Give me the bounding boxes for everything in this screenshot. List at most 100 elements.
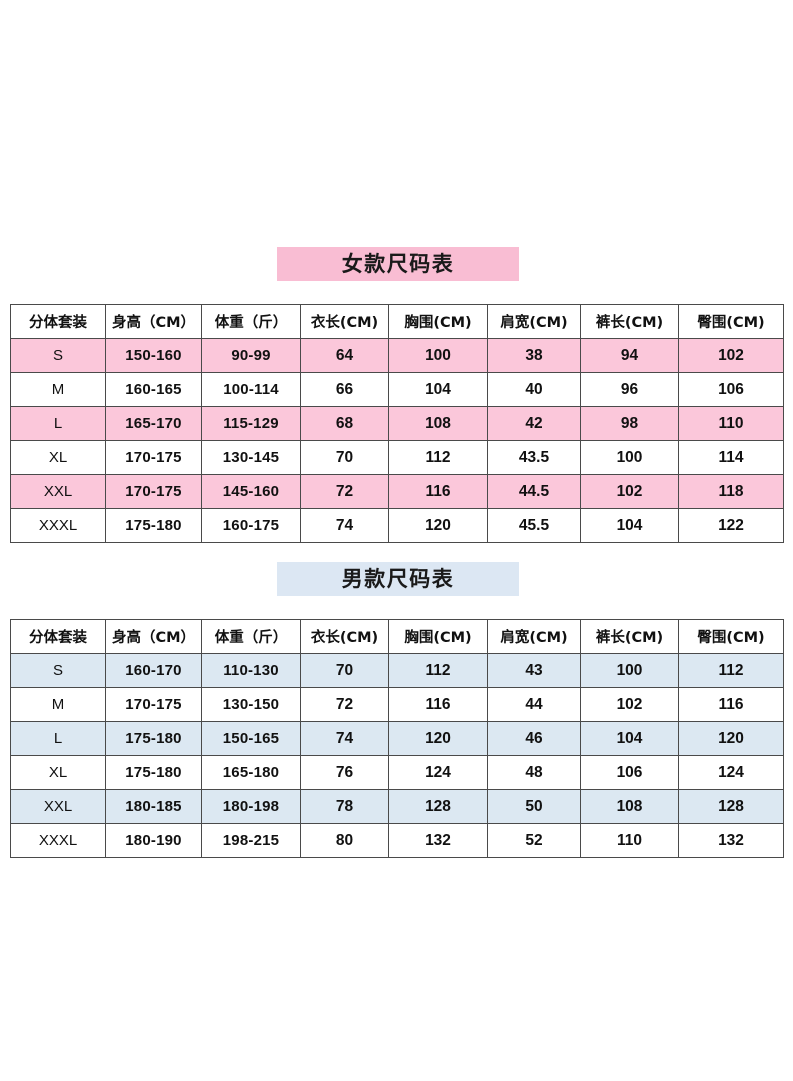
cell-size: XL bbox=[10, 440, 106, 475]
men-section-title-banner: 男款尺码表 bbox=[277, 562, 519, 596]
cell-size: XL bbox=[10, 755, 106, 790]
cell-shoulder: 44 bbox=[487, 687, 581, 722]
table-row: S 160-170 110-130 70 112 43 100 112 bbox=[10, 653, 784, 688]
column-header-shoulder: 肩宽(CM) bbox=[487, 619, 581, 654]
cell-bust: 132 bbox=[388, 823, 488, 858]
cell-weight: 150-165 bbox=[201, 721, 301, 756]
cell-weight: 130-145 bbox=[201, 440, 301, 475]
cell-hip: 112 bbox=[678, 653, 784, 688]
table-header-row: 分体套装 身高（CM） 体重（斤） 衣长(CM) 胸围(CM) 肩宽(CM) 裤… bbox=[10, 304, 784, 339]
cell-top-length: 72 bbox=[300, 687, 389, 722]
cell-shoulder: 40 bbox=[487, 372, 581, 407]
cell-height: 175-180 bbox=[105, 721, 202, 756]
women-section-title-label: 女款尺码表 bbox=[341, 251, 455, 276]
cell-size: S bbox=[10, 338, 106, 373]
cell-hip: 102 bbox=[678, 338, 784, 373]
cell-shoulder: 52 bbox=[487, 823, 581, 858]
cell-bust: 108 bbox=[388, 406, 488, 441]
cell-pant-length: 104 bbox=[580, 721, 679, 756]
cell-bust: 104 bbox=[388, 372, 488, 407]
cell-weight: 110-130 bbox=[201, 653, 301, 688]
cell-size: XXL bbox=[10, 474, 106, 509]
cell-weight: 165-180 bbox=[201, 755, 301, 790]
column-header-shoulder: 肩宽(CM) bbox=[487, 304, 581, 339]
cell-hip: 116 bbox=[678, 687, 784, 722]
cell-height: 150-160 bbox=[105, 338, 202, 373]
cell-shoulder: 43.5 bbox=[487, 440, 581, 475]
cell-shoulder: 44.5 bbox=[487, 474, 581, 509]
table-row: M 170-175 130-150 72 116 44 102 116 bbox=[10, 687, 784, 722]
cell-shoulder: 50 bbox=[487, 789, 581, 824]
cell-weight: 145-160 bbox=[201, 474, 301, 509]
cell-shoulder: 46 bbox=[487, 721, 581, 756]
cell-pant-length: 102 bbox=[580, 474, 679, 509]
cell-top-length: 80 bbox=[300, 823, 389, 858]
cell-height: 180-185 bbox=[105, 789, 202, 824]
cell-pant-length: 104 bbox=[580, 508, 679, 543]
cell-hip: 128 bbox=[678, 789, 784, 824]
cell-top-length: 66 bbox=[300, 372, 389, 407]
cell-bust: 120 bbox=[388, 508, 488, 543]
cell-bust: 112 bbox=[388, 440, 488, 475]
column-header-top-length: 衣长(CM) bbox=[300, 304, 389, 339]
table-row: XL 170-175 130-145 70 112 43.5 100 114 bbox=[10, 440, 784, 475]
table-row: XXXL 175-180 160-175 74 120 45.5 104 122 bbox=[10, 508, 784, 543]
cell-height: 170-175 bbox=[105, 440, 202, 475]
cell-weight: 130-150 bbox=[201, 687, 301, 722]
cell-weight: 100-114 bbox=[201, 372, 301, 407]
column-header-bust: 胸围(CM) bbox=[388, 619, 488, 654]
cell-size: XXXL bbox=[10, 508, 106, 543]
cell-bust: 124 bbox=[388, 755, 488, 790]
column-header-size: 分体套装 bbox=[10, 619, 106, 654]
cell-pant-length: 100 bbox=[580, 653, 679, 688]
cell-height: 170-175 bbox=[105, 474, 202, 509]
cell-weight: 198-215 bbox=[201, 823, 301, 858]
cell-pant-length: 106 bbox=[580, 755, 679, 790]
cell-pant-length: 110 bbox=[580, 823, 679, 858]
cell-pant-length: 98 bbox=[580, 406, 679, 441]
cell-shoulder: 42 bbox=[487, 406, 581, 441]
cell-hip: 118 bbox=[678, 474, 784, 509]
cell-height: 165-170 bbox=[105, 406, 202, 441]
cell-pant-length: 100 bbox=[580, 440, 679, 475]
cell-top-length: 68 bbox=[300, 406, 389, 441]
column-header-bust: 胸围(CM) bbox=[388, 304, 488, 339]
cell-shoulder: 48 bbox=[487, 755, 581, 790]
column-header-hip: 臀围(CM) bbox=[678, 304, 784, 339]
column-header-size: 分体套装 bbox=[10, 304, 106, 339]
table-row: XXL 170-175 145-160 72 116 44.5 102 118 bbox=[10, 474, 784, 509]
table-row: S 150-160 90-99 64 100 38 94 102 bbox=[10, 338, 784, 373]
cell-shoulder: 43 bbox=[487, 653, 581, 688]
cell-height: 180-190 bbox=[105, 823, 202, 858]
column-header-weight: 体重（斤） bbox=[201, 304, 301, 339]
column-header-top-length: 衣长(CM) bbox=[300, 619, 389, 654]
cell-bust: 100 bbox=[388, 338, 488, 373]
cell-bust: 120 bbox=[388, 721, 488, 756]
table-header-row: 分体套装 身高（CM） 体重（斤） 衣长(CM) 胸围(CM) 肩宽(CM) 裤… bbox=[10, 619, 784, 654]
cell-pant-length: 96 bbox=[580, 372, 679, 407]
cell-size: XXL bbox=[10, 789, 106, 824]
cell-hip: 106 bbox=[678, 372, 784, 407]
cell-height: 175-180 bbox=[105, 755, 202, 790]
cell-bust: 128 bbox=[388, 789, 488, 824]
cell-pant-length: 108 bbox=[580, 789, 679, 824]
cell-shoulder: 38 bbox=[487, 338, 581, 373]
cell-weight: 90-99 bbox=[201, 338, 301, 373]
cell-top-length: 74 bbox=[300, 508, 389, 543]
cell-weight: 180-198 bbox=[201, 789, 301, 824]
column-header-pant-length: 裤长(CM) bbox=[580, 619, 679, 654]
cell-size: M bbox=[10, 372, 106, 407]
cell-top-length: 78 bbox=[300, 789, 389, 824]
cell-bust: 112 bbox=[388, 653, 488, 688]
cell-height: 160-165 bbox=[105, 372, 202, 407]
cell-bust: 116 bbox=[388, 474, 488, 509]
cell-top-length: 64 bbox=[300, 338, 389, 373]
column-header-weight: 体重（斤） bbox=[201, 619, 301, 654]
cell-top-length: 76 bbox=[300, 755, 389, 790]
cell-size: L bbox=[10, 406, 106, 441]
cell-hip: 120 bbox=[678, 721, 784, 756]
cell-size: XXXL bbox=[10, 823, 106, 858]
cell-size: S bbox=[10, 653, 106, 688]
cell-hip: 110 bbox=[678, 406, 784, 441]
